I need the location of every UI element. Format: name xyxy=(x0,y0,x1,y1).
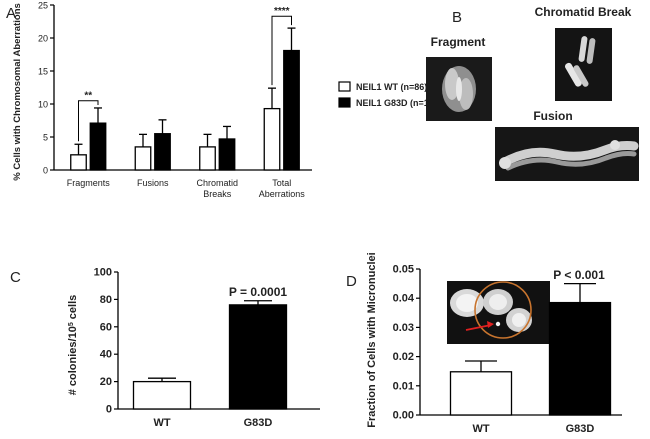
bar-g83d xyxy=(89,122,107,171)
caption-fragment: Fragment xyxy=(431,35,486,49)
chart-c-ytick-label: 80 xyxy=(100,294,112,306)
fusion-image xyxy=(495,127,639,181)
legend-label-g83d: NEIL1 G83D (n=127) xyxy=(356,98,442,108)
chart-a-ytick-label: 25 xyxy=(38,1,48,11)
panel-label-c: C xyxy=(10,269,21,286)
chart-a-ytick-label: 5 xyxy=(43,133,48,143)
legend-swatch-g83d xyxy=(338,97,351,108)
caption-chromatid-break: Chromatid Break xyxy=(535,5,632,19)
chart-d-pvalue: P < 0.001 xyxy=(553,268,605,282)
chart-c-xtick-label: WT xyxy=(153,417,170,429)
chart-d-ytick-label: 0.00 xyxy=(393,410,414,422)
significance-bracket xyxy=(78,100,99,142)
bar-g83d xyxy=(283,49,300,171)
significance-bracket xyxy=(271,15,292,86)
chart-a-ytick-label: 15 xyxy=(38,67,48,77)
chart-a-ylabel: % Cells with Chromosomal Aberrations xyxy=(12,3,23,181)
chart-a-ytick-label: 20 xyxy=(38,34,48,44)
chart-a-xtick-label: Fusions xyxy=(137,178,169,188)
chart-c-ytick-label: 20 xyxy=(100,376,112,388)
bar-wt xyxy=(134,146,152,171)
legend-swatch-wt xyxy=(338,81,351,92)
chart-a-ytick-label: 10 xyxy=(38,100,48,110)
chart-d-ytick-label: 0.03 xyxy=(393,322,414,334)
chart-d-xtick-label: WT xyxy=(472,423,489,435)
chart-a-xtick-label: Chromatid Breaks xyxy=(196,178,238,199)
micronuclei-inset-image xyxy=(447,281,550,344)
significance-label: **** xyxy=(274,6,290,17)
bar-g83d xyxy=(154,133,171,171)
chart-d-xtick-label: G83D xyxy=(566,423,595,435)
legend-label-wt: NEIL1 WT (n=86) xyxy=(356,82,427,92)
panel-b: Fragment Chromatid Break Fusion xyxy=(426,5,639,181)
panel-label-d: D xyxy=(346,273,357,290)
chart-a-xtick-label: Total Aberrations xyxy=(259,178,306,199)
chart-c-ytick-label: 40 xyxy=(100,349,112,361)
chart-d: Fraction of Cells with Micronuclei 0.00 0… xyxy=(366,252,622,435)
bar-wt xyxy=(199,146,216,171)
bar-g83d xyxy=(218,138,236,171)
chart-d-ytick-label: 0.05 xyxy=(393,264,414,276)
chart-c-ytick-label: 0 xyxy=(106,404,112,416)
bar-wt xyxy=(132,380,192,410)
chart-c: # colonies/105 cells 0 20 40 60 80 100 WT G83D… xyxy=(67,267,320,429)
panel-label-b: B xyxy=(452,9,462,26)
significance-label: ** xyxy=(84,91,92,102)
chart-a-ytick-label: 0 xyxy=(43,166,48,176)
panel-label-a: A xyxy=(6,5,16,22)
chart-c-ylabel: # colonies/105 cells xyxy=(67,295,79,396)
chart-d-ytick-label: 0.04 xyxy=(393,293,415,305)
bar-g83d xyxy=(228,304,288,410)
fragment-image xyxy=(426,57,492,121)
chart-a-xtick-label: Fragments xyxy=(67,178,111,188)
chart-c-ytick-label: 100 xyxy=(94,267,112,279)
bar-g83d xyxy=(548,301,612,416)
chromatid-break-image xyxy=(555,28,612,101)
chart-d-ylabel: Fraction of Cells with Micronuclei xyxy=(366,252,378,427)
chart-d-ytick-label: 0.02 xyxy=(393,351,414,363)
bar-wt xyxy=(70,154,87,171)
chart-a: % Cells with Chromosomal Aberrations 0 5 1… xyxy=(12,1,312,199)
bar-wt xyxy=(263,107,281,171)
chart-a-legend: NEIL1 WT (n=86) NEIL1 G83D (n=127) xyxy=(338,81,442,108)
chart-d-ytick-label: 0.01 xyxy=(393,380,414,392)
chart-c-pvalue: P = 0.0001 xyxy=(229,285,287,299)
chart-c-xtick-label: G83D xyxy=(244,417,273,429)
caption-fusion: Fusion xyxy=(533,109,572,123)
chart-c-ytick-label: 60 xyxy=(100,321,112,333)
bar-wt xyxy=(449,371,513,416)
